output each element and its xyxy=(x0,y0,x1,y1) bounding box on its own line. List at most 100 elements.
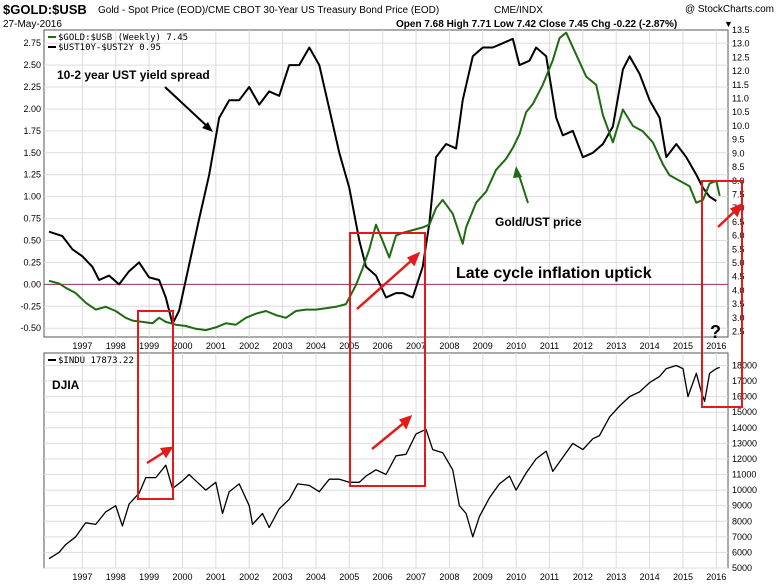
arrow-2007-bottom-icon xyxy=(371,421,406,450)
top-left-tick-label: -0.50 xyxy=(20,323,41,333)
top-x-tick-label: 2009 xyxy=(473,341,493,351)
bottom-right-tick-label: 12000 xyxy=(732,454,757,464)
bottom-panel-axis: 18000 17000 16000 15000 14000 13000 12000 11000… xyxy=(72,360,757,582)
chart-exchange: CME/INDX xyxy=(494,5,543,16)
bottom-x-tick-label: 2003 xyxy=(273,572,293,582)
bottom-x-tick-label: 2011 xyxy=(540,572,559,582)
bottom-right-tick-label: 11000 xyxy=(732,470,756,480)
bottom-right-tick-label: 16000 xyxy=(732,392,757,402)
spread-arrowhead-icon xyxy=(202,122,213,132)
series-layer xyxy=(48,31,721,560)
top-x-tick-label: 1999 xyxy=(139,341,159,351)
top-x-tick-label: 2000 xyxy=(172,341,192,351)
top-x-tick-label: 2004 xyxy=(306,341,326,351)
gold-series-line xyxy=(48,31,721,332)
top-right-tick-label: 6.5 xyxy=(732,217,745,227)
arrow-1999-bottom-head-icon xyxy=(159,446,174,459)
bottom-x-tick-label: 2013 xyxy=(606,572,626,582)
gold-annotation-label: Gold/UST price xyxy=(495,215,582,229)
top-left-tick-label: 1.75 xyxy=(23,126,41,136)
bottom-x-tick-label: 2008 xyxy=(439,572,459,582)
top-left-tick-label: 0.25 xyxy=(23,257,41,267)
top-x-tick-label: 1997 xyxy=(72,341,92,351)
arrow-2006-top-icon xyxy=(356,259,413,310)
top-left-tick-label: 2.75 xyxy=(23,38,41,48)
spread-legend-label: $UST10Y-$UST2Y 0.95 xyxy=(58,43,161,53)
bottom-x-tick-label: 2000 xyxy=(172,572,192,582)
indu-legend-label: $INDU 17873.22 xyxy=(58,356,134,366)
top-x-tick-label: 2001 xyxy=(206,341,226,351)
top-right-tick-label: 4.5 xyxy=(732,272,745,282)
top-right-tick-label: 10.0 xyxy=(732,121,750,131)
arrow-2016-top-head-icon xyxy=(729,202,744,218)
top-x-tick-label: 2002 xyxy=(239,341,259,351)
bottom-x-tick-label: 2010 xyxy=(506,572,526,582)
top-right-tick-label: 10.5 xyxy=(732,107,750,117)
highlight-box-2016 xyxy=(701,180,743,408)
bottom-right-tick-label: 17000 xyxy=(732,376,757,386)
top-x-tick-label: 2010 xyxy=(506,341,526,351)
gold-legend-label: $GOLD:$USB (Weekly) 7.45 xyxy=(58,33,188,43)
bottom-panel-grid xyxy=(44,353,728,569)
bottom-x-tick-label: 2006 xyxy=(373,572,393,582)
top-right-tick-label: 13.0 xyxy=(732,39,750,49)
bottom-x-tick-label: 2016 xyxy=(706,572,726,582)
chart-symbol: $GOLD:$USB xyxy=(3,2,87,17)
top-right-tick-label: 7.5 xyxy=(732,189,745,199)
top-x-tick-label: 2014 xyxy=(640,341,660,351)
bottom-right-tick-label: 18000 xyxy=(732,360,757,370)
bottom-right-tick-label: 15000 xyxy=(732,407,757,417)
top-x-tick-label: 1998 xyxy=(106,341,126,351)
gold-arrowhead-icon xyxy=(513,166,522,178)
bottom-x-tick-label: 1998 xyxy=(106,572,126,582)
bottom-x-tick-label: 2005 xyxy=(339,572,359,582)
ohlc-readout: Open 7.68 High 7.71 Low 7.42 Close 7.45 … xyxy=(396,19,677,30)
top-x-tick-label: 2015 xyxy=(673,341,693,351)
top-right-tick-label: 9.5 xyxy=(732,135,745,145)
top-panel-frame xyxy=(43,29,729,338)
djia-series-line xyxy=(48,364,720,560)
bottom-right-tick-label: 14000 xyxy=(732,423,757,433)
top-legend: $GOLD:$USB (Weekly) 7.45 $UST10Y-$UST2Y … xyxy=(48,33,188,53)
top-left-tick-label: 2.50 xyxy=(23,60,41,70)
top-left-tick-label: 0.00 xyxy=(23,279,41,289)
annotations: 10-2 year UST yield spread Gold/UST pric… xyxy=(52,68,744,500)
top-right-tick-label: 5.5 xyxy=(732,244,745,254)
top-x-tick-label: 2012 xyxy=(573,341,593,351)
bottom-x-tick-label: 1997 xyxy=(72,572,92,582)
bottom-x-tick-label: 2014 xyxy=(640,572,660,582)
chart-description: Gold - Spot Price (EOD)/CME CBOT 30-Year… xyxy=(98,5,439,16)
chg-down-icon: ▼ xyxy=(724,19,733,29)
bottom-panel-frame xyxy=(43,352,729,569)
chart-date: 27-May-2016 xyxy=(3,19,62,30)
arrow-2016-top-icon xyxy=(717,209,737,228)
bottom-right-tick-label: 10000 xyxy=(732,485,757,495)
bottom-x-tick-label: 2009 xyxy=(473,572,493,582)
inflation-annotation-label: Late cycle inflation uptick xyxy=(456,265,652,282)
bottom-x-tick-label: 2001 xyxy=(206,572,226,582)
top-right-tick-label: 3.0 xyxy=(732,313,745,323)
arrow-1999-bottom-icon xyxy=(146,449,167,465)
top-right-tick-label: 11.0 xyxy=(732,94,749,104)
top-right-tick-label: 6.0 xyxy=(732,231,745,241)
top-right-tick-label: 3.5 xyxy=(732,299,745,309)
top-x-tick-label: 2011 xyxy=(540,341,559,351)
top-x-tick-label: 2008 xyxy=(439,341,459,351)
djia-panel-label: DJIA xyxy=(52,378,80,392)
bottom-right-tick-label: 6000 xyxy=(732,547,752,557)
bottom-right-tick-label: 9000 xyxy=(732,501,752,511)
bottom-x-tick-label: 1999 xyxy=(139,572,159,582)
top-right-tick-label: 12.0 xyxy=(732,66,750,76)
top-left-tick-label: 2.25 xyxy=(23,82,41,92)
bottom-right-tick-label: 13000 xyxy=(732,438,757,448)
top-x-tick-label: 2006 xyxy=(373,341,393,351)
top-right-tick-label: 12.5 xyxy=(732,52,750,62)
top-right-tick-label: 8.5 xyxy=(732,162,745,172)
bottom-x-tick-label: 2015 xyxy=(673,572,693,582)
top-left-tick-label: -0.25 xyxy=(20,301,41,311)
top-left-tick-label: 1.00 xyxy=(23,192,41,202)
arrow-2006-top-head-icon xyxy=(406,251,421,267)
top-right-tick-label: 9.0 xyxy=(732,148,745,158)
stockcharts-logo: @ StockCharts.com xyxy=(685,4,774,15)
